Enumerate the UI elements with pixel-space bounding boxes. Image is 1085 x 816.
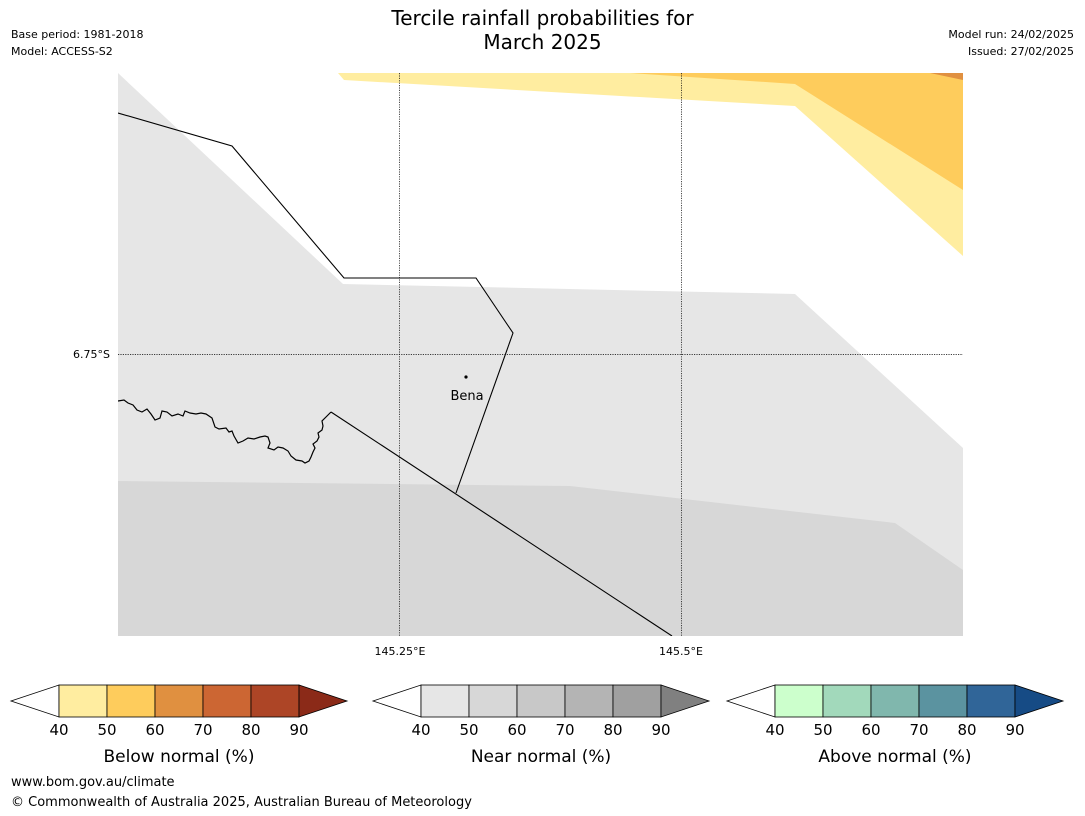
legend-above-swatch-40 xyxy=(774,684,824,718)
legend-below-swatch-60 xyxy=(154,684,204,718)
province-boundary-lower xyxy=(330,411,673,636)
legend-above-swatch-70 xyxy=(918,684,968,718)
legend-near-extend-right xyxy=(660,684,711,718)
legend-near-swatch-50 xyxy=(468,684,518,718)
legend-below-extend-left xyxy=(9,684,60,718)
model-info: Base period: 1981-2018 Model: ACCESS-S2 xyxy=(11,26,143,60)
title-line-1: Tercile rainfall probabilities for xyxy=(391,6,694,30)
longitude-label-2: 145.5°E xyxy=(659,645,703,658)
legend-near-label: Near normal (%) xyxy=(471,747,611,767)
footer-url: www.bom.gov.au/climate xyxy=(11,775,175,790)
legend-below-tick-90: 90 xyxy=(289,721,308,739)
legend-above-tick-60: 60 xyxy=(861,721,880,739)
base-period: Base period: 1981-2018 xyxy=(11,28,144,41)
footer-copyright: © Commonwealth of Australia 2025, Austra… xyxy=(11,795,472,810)
below-normal-60-region xyxy=(930,73,963,80)
legend-above-tick-70: 70 xyxy=(909,721,928,739)
legend-near-tick-40: 40 xyxy=(411,721,430,739)
run-info: Model run: 24/02/2025 Issued: 27/02/2025 xyxy=(948,26,1074,60)
province-boundary xyxy=(118,112,514,494)
legend-below-normal: 40 50 60 70 80 90 Below normal (%) xyxy=(9,684,349,767)
legend-below-label: Below normal (%) xyxy=(104,747,255,767)
legend-near-swatch-80 xyxy=(612,684,662,718)
legend-above-extend-left xyxy=(725,684,776,718)
near-normal-50-region xyxy=(118,481,963,636)
legend-near-swatch-40 xyxy=(420,684,470,718)
legend-above-tick-50: 50 xyxy=(813,721,832,739)
legend-above-label: Above normal (%) xyxy=(818,747,971,767)
legend-above-swatch-60 xyxy=(870,684,920,718)
legend-below-tick-70: 70 xyxy=(193,721,212,739)
model-run: Model run: 24/02/2025 xyxy=(948,28,1074,41)
map-area xyxy=(118,73,963,636)
model-name: Model: ACCESS-S2 xyxy=(11,45,113,58)
legend-below-tick-60: 60 xyxy=(145,721,164,739)
legend-near-normal: 40 50 60 70 80 90 Near normal (%) xyxy=(371,684,711,767)
bena-location-marker xyxy=(464,375,468,379)
legend-near-tick-70: 70 xyxy=(555,721,574,739)
legend-above-extend-right xyxy=(1014,684,1065,718)
legend-above-tick-80: 80 xyxy=(957,721,976,739)
legend-near-tick-90: 90 xyxy=(651,721,670,739)
legend-above-tick-40: 40 xyxy=(765,721,784,739)
title-line-2: March 2025 xyxy=(483,30,602,54)
legend-above-tick-90: 90 xyxy=(1005,721,1024,739)
legend-near-tick-60: 60 xyxy=(507,721,526,739)
legend-near-tick-80: 80 xyxy=(603,721,622,739)
legend-near-swatch-60 xyxy=(516,684,566,718)
below-normal-50-region xyxy=(630,73,963,190)
legend-below-swatch-80 xyxy=(250,684,300,718)
legend-near-extend-left xyxy=(371,684,422,718)
legend-below-tick-50: 50 xyxy=(97,721,116,739)
coastline-river xyxy=(118,399,332,464)
legend-below-swatch-50 xyxy=(106,684,156,718)
legend-above-normal: 40 50 60 70 80 90 Above normal (%) xyxy=(725,684,1065,767)
legend-near-tick-50: 50 xyxy=(459,721,478,739)
legend-below-tick-80: 80 xyxy=(241,721,260,739)
latitude-label: 6.75°S xyxy=(73,348,110,361)
legend-above-swatch-80 xyxy=(966,684,1016,718)
place-label-bena: Bena xyxy=(450,389,483,404)
legend-near-swatch-70 xyxy=(564,684,614,718)
legend-below-swatch-40 xyxy=(58,684,108,718)
legend-below-extend-right xyxy=(298,684,349,718)
map-title: Tercile rainfall probabilities for March… xyxy=(0,6,1085,54)
issued-date: Issued: 27/02/2025 xyxy=(967,45,1074,58)
longitude-label-1: 145.25°E xyxy=(375,645,426,658)
legend-below-tick-40: 40 xyxy=(49,721,68,739)
legends: 40 50 60 70 80 90 Below normal (%) 40 50… xyxy=(9,684,1065,767)
legend-above-swatch-50 xyxy=(822,684,872,718)
legend-below-swatch-70 xyxy=(202,684,252,718)
